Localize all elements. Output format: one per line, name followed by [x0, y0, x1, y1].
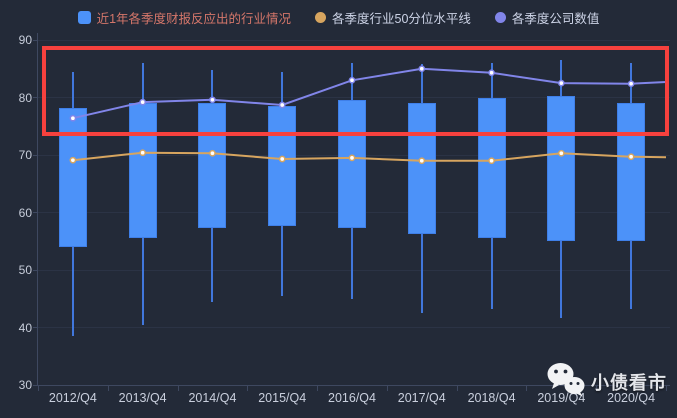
legend-label: 各季度公司数值	[511, 12, 600, 26]
y-axis-tick	[33, 97, 38, 98]
y-gridline	[38, 39, 670, 41]
x-axis-label: 2013/Q4	[118, 391, 167, 405]
wechat-icon	[546, 361, 586, 402]
x-axis-tick	[177, 386, 179, 391]
x-axis-tick	[526, 386, 528, 391]
legend-item-1[interactable]: 各季度行业50分位水平线	[315, 8, 471, 27]
watermark: 小债看市	[546, 361, 667, 402]
x-axis-tick	[38, 386, 39, 391]
x-axis-label: 2015/Q4	[258, 391, 307, 405]
candle[interactable]	[547, 96, 576, 242]
legend-marker-circle	[315, 12, 327, 23]
legend-marker-square	[77, 11, 91, 24]
x-axis-tick	[386, 386, 388, 391]
x-axis-tick	[107, 386, 109, 391]
y-gridline	[38, 269, 670, 271]
candle[interactable]	[477, 97, 506, 239]
x-axis-label: 2017/Q4	[397, 391, 446, 405]
candle[interactable]	[128, 103, 157, 239]
highlight-rectangle	[42, 46, 669, 136]
x-axis-tick	[666, 386, 667, 391]
y-axis-label: 90	[18, 33, 32, 47]
y-gridline	[38, 327, 670, 328]
legend-label: 各季度行业50分位水平线	[332, 12, 471, 26]
candle[interactable]	[617, 103, 646, 242]
x-axis-label: 2018/Q4	[467, 391, 516, 405]
watermark-text: 小债看市	[591, 372, 667, 393]
candle[interactable]	[58, 107, 87, 247]
candle[interactable]	[198, 103, 227, 229]
x-axis-tick	[596, 386, 598, 391]
y-axis-tick	[33, 269, 38, 271]
x-axis-label: 2020/Q4	[607, 391, 656, 405]
x-axis-label: 2016/Q4	[328, 391, 376, 405]
y-axis-tick	[33, 327, 38, 328]
y-axis-tick	[33, 384, 38, 386]
y-axis-label: 30	[18, 378, 32, 392]
x-axis-label: 2014/Q4	[188, 391, 237, 405]
y-axis-label: 50	[18, 263, 32, 277]
candle[interactable]	[268, 106, 297, 226]
y-axis-tick	[33, 212, 38, 213]
legend: 近1年各季度财报反应出的行业情况 各季度行业50分位水平线 各季度公司数值	[0, 8, 677, 27]
y-axis-tick	[33, 39, 38, 41]
x-axis-tick	[456, 386, 458, 391]
y-axis-label: 60	[18, 205, 32, 220]
y-axis-tick	[33, 154, 38, 156]
y-axis-label: 80	[18, 90, 32, 105]
candle[interactable]	[338, 100, 366, 229]
legend-item-2[interactable]: 各季度公司数值	[494, 8, 600, 27]
y-axis-line	[37, 33, 38, 386]
y-axis-label: 40	[18, 320, 32, 335]
x-axis-tick	[317, 386, 319, 391]
x-axis-line	[37, 385, 670, 386]
x-axis-label: 2012/Q4	[48, 391, 97, 405]
candle[interactable]	[407, 103, 436, 235]
x-axis-label: 2019/Q4	[537, 391, 586, 405]
legend-marker-circle	[494, 12, 506, 23]
legend-label: 近1年各季度财报反应出的行业情况	[96, 12, 292, 26]
y-axis-label: 70	[18, 148, 32, 162]
legend-item-0[interactable]: 近1年各季度财报反应出的行业情况	[77, 8, 292, 27]
x-axis-tick	[247, 386, 249, 391]
